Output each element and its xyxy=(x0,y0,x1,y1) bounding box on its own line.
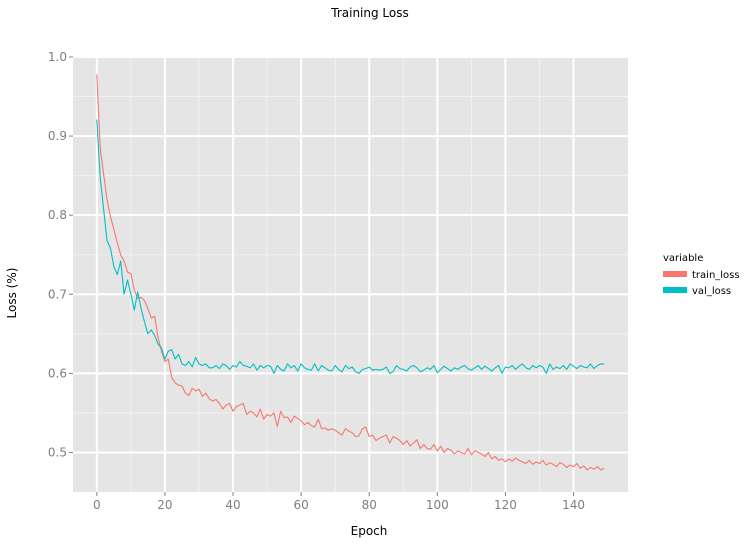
x-axis-title: Epoch xyxy=(351,524,388,538)
y-tick-label: 1.0 xyxy=(48,50,67,64)
legend-label-val_loss: val_loss xyxy=(692,286,731,297)
x-tick-label: 120 xyxy=(494,498,517,512)
x-axis-ticks: 0 20 40 60 80 100 120 140 xyxy=(93,492,585,512)
plot-panel xyxy=(73,57,628,492)
y-axis-title: Loss (%) xyxy=(5,268,19,319)
legend-key-val_loss xyxy=(663,287,687,293)
y-tick-label: 0.5 xyxy=(48,445,67,459)
y-tick-label: 0.6 xyxy=(48,366,67,380)
legend-title: variable xyxy=(663,253,703,264)
x-tick-label: 40 xyxy=(225,498,240,512)
x-tick-label: 80 xyxy=(362,498,377,512)
x-tick-label: 140 xyxy=(562,498,585,512)
y-tick-label: 0.8 xyxy=(48,208,67,222)
y-tick-label: 0.9 xyxy=(48,129,67,143)
y-axis-ticks: 0.5 0.6 0.7 0.8 0.9 1.0 xyxy=(48,50,73,459)
chart-title: Training Loss xyxy=(330,6,408,20)
legend: variable train_loss val_loss xyxy=(663,253,740,297)
x-tick-label: 20 xyxy=(157,498,172,512)
y-tick-label: 0.7 xyxy=(48,287,67,301)
x-tick-label: 100 xyxy=(426,498,449,512)
x-tick-label: 60 xyxy=(293,498,308,512)
legend-key-train_loss xyxy=(663,271,687,277)
legend-label-train_loss: train_loss xyxy=(692,270,740,281)
x-tick-label: 0 xyxy=(93,498,101,512)
